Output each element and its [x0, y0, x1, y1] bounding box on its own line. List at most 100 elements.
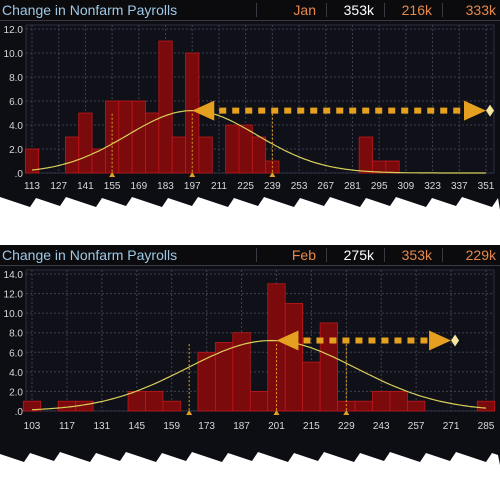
x-tick-label: 131: [94, 421, 111, 432]
histogram-bar: [78, 112, 93, 174]
header-actual-value: 353k: [343, 2, 374, 18]
x-tick-label: 295: [371, 181, 388, 192]
x-tick-label: 187: [233, 421, 250, 432]
header-high-value: 229k: [465, 247, 496, 263]
header-divider: [384, 3, 385, 17]
header-median-value: 353k: [401, 247, 432, 263]
header-divider: [326, 3, 327, 17]
x-tick-label: 169: [130, 181, 147, 192]
x-tick-label: 211: [211, 181, 227, 192]
chart-panel-feb: Change in Nonfarm Payrolls Feb 275k 353k…: [0, 245, 500, 465]
chart-panel-jan: Change in Nonfarm Payrolls Jan 353k 216k…: [0, 0, 500, 210]
header-divider: [442, 248, 443, 262]
histogram-bar: [249, 391, 269, 412]
histogram-bar: [267, 283, 286, 412]
arrow-head-left: [192, 100, 215, 121]
histogram-bar: [145, 391, 164, 412]
histogram-bar: [131, 100, 146, 174]
histogram-bar: [354, 400, 373, 412]
header-divider: [442, 3, 443, 17]
header-divider: [256, 3, 257, 17]
histogram-bar: [284, 302, 304, 412]
histogram-bar: [162, 400, 181, 412]
histogram-bar: [251, 136, 267, 174]
torn-edge: [0, 452, 500, 465]
torn-edge: [0, 197, 500, 210]
histogram-bar: [302, 361, 321, 412]
header-divider: [384, 248, 385, 262]
header-month: Jan: [293, 2, 316, 18]
y-tick-label: 4.0: [9, 368, 23, 379]
marker-triangle: [273, 410, 280, 415]
x-tick-label: 155: [104, 181, 121, 192]
x-tick-label: 309: [398, 181, 415, 192]
chart-title: Change in Nonfarm Payrolls: [2, 247, 178, 263]
marker-triangle: [269, 172, 276, 177]
x-tick-label: 285: [478, 421, 495, 432]
histogram-bar: [407, 400, 426, 412]
histogram-bar: [358, 136, 373, 174]
y-tick-label: 10.0: [4, 309, 24, 320]
x-tick-label: 243: [373, 421, 390, 432]
x-tick-label: 117: [59, 421, 75, 432]
y-tick-label: 12.0: [4, 290, 24, 301]
chart-title: Change in Nonfarm Payrolls: [2, 2, 178, 18]
arrow-diamond: [486, 104, 494, 117]
histogram-bar: [385, 160, 400, 174]
header-divider: [256, 248, 257, 262]
marker-triangle: [343, 410, 350, 415]
chart-header: Change in Nonfarm Payrolls Jan 353k 216k…: [0, 0, 500, 21]
histogram-bar: [24, 148, 40, 174]
y-tick-label: 4.0: [9, 121, 23, 132]
y-tick-label: 12.0: [4, 25, 24, 36]
chart-header: Change in Nonfarm Payrolls Feb 275k 353k…: [0, 245, 500, 266]
histogram-bar: [127, 391, 146, 412]
x-tick-label: 201: [268, 421, 285, 432]
histogram-bar: [198, 136, 213, 174]
x-tick-label: 103: [24, 421, 41, 432]
x-tick-label: 173: [198, 421, 215, 432]
histogram-bar: [158, 40, 173, 174]
distribution-curve: [31, 339, 487, 411]
y-tick-label: 2.0: [9, 145, 23, 156]
header-median-value: 216k: [401, 2, 432, 18]
y-tick-label: .0: [15, 169, 24, 180]
x-tick-label: 337: [451, 181, 468, 192]
x-tick-label: 323: [424, 181, 441, 192]
x-tick-label: 267: [317, 181, 334, 192]
histogram-bar: [22, 400, 42, 412]
arrow-head-left: [276, 330, 299, 351]
marker-triangle: [189, 172, 196, 177]
histogram-bar: [372, 391, 391, 412]
x-tick-label: 229: [338, 421, 355, 432]
y-tick-label: 8.0: [9, 73, 23, 84]
y-tick-label: 8.0: [9, 329, 23, 340]
torn-paper-gap: [0, 465, 500, 486]
histogram-bar: [232, 332, 251, 412]
x-tick-label: 225: [237, 181, 254, 192]
torn-paper-gap: [0, 210, 500, 245]
y-tick-label: 6.0: [9, 348, 23, 359]
histogram-bar: [64, 136, 80, 174]
y-tick-label: 10.0: [4, 49, 24, 60]
x-tick-label: 113: [24, 181, 40, 192]
arrow-diamond: [451, 334, 460, 347]
header-month: Feb: [291, 247, 316, 263]
histogram-bar: [389, 391, 408, 412]
y-tick-label: 14.0: [4, 270, 24, 281]
x-tick-label: 183: [157, 181, 174, 192]
x-tick-label: 197: [184, 181, 201, 192]
x-tick-label: 257: [408, 421, 425, 432]
header-actual-value: 275k: [343, 247, 374, 263]
histogram-bar: [171, 136, 186, 174]
x-tick-label: 351: [478, 181, 495, 192]
arrow-head-right: [429, 330, 452, 351]
header-divider: [326, 248, 327, 262]
x-tick-label: 215: [303, 421, 320, 432]
x-tick-label: 271: [443, 421, 460, 432]
x-tick-label: 253: [291, 181, 308, 192]
marker-triangle: [109, 172, 116, 177]
x-tick-label: 145: [128, 421, 145, 432]
